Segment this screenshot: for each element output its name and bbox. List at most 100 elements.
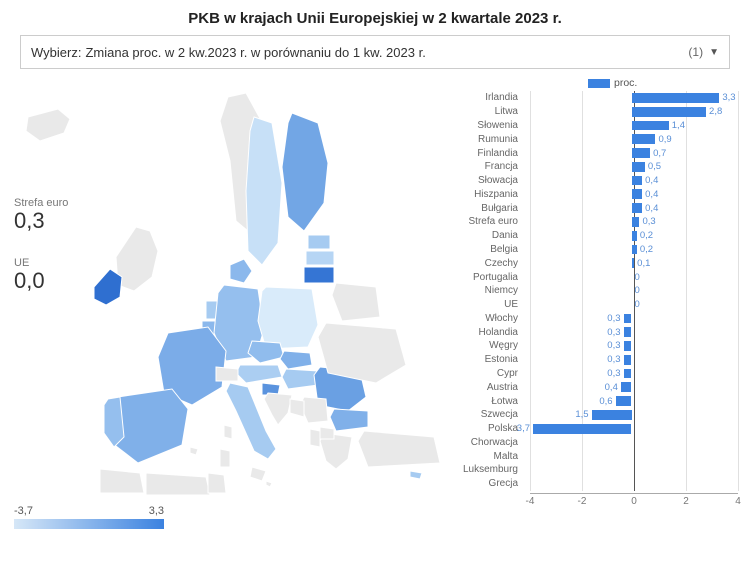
bar-value: 0,1	[637, 256, 650, 270]
bar-row[interactable]: Portugalia 0	[448, 270, 738, 284]
bar-value: 0	[635, 284, 640, 298]
bar-label: Niemcy	[448, 285, 524, 296]
bar-label: Słowenia	[448, 120, 524, 131]
bar-label: Bułgaria	[448, 203, 524, 214]
bar-label: Belgia	[448, 244, 524, 255]
bar-row[interactable]: Irlandia 3,3	[448, 91, 738, 105]
bar-label: Francja	[448, 161, 524, 172]
bar-row[interactable]: Szwecja 1,5	[448, 408, 738, 422]
bar-label: Portugalia	[448, 272, 524, 283]
bar-value: 0,4	[645, 174, 658, 188]
bar-row[interactable]: Łotwa 0,6	[448, 394, 738, 408]
map-panel: Strefa euro 0,3 UE 0,0	[8, 77, 448, 547]
bar-value: 0	[635, 270, 640, 284]
bar-value: 0,2	[640, 229, 653, 243]
bar-value: 0,6	[599, 394, 612, 408]
bar-row[interactable]: Austria 0,4	[448, 380, 738, 394]
bar-label: Grecja	[448, 478, 524, 489]
bar-label: Czechy	[448, 258, 524, 269]
selector-label: Wybierz:	[31, 45, 81, 60]
x-axis: -4-2024	[530, 493, 738, 509]
bar-value: 0,4	[605, 380, 618, 394]
bar-label: Hiszpania	[448, 189, 524, 200]
bar-value: 2,8	[709, 105, 722, 119]
bar-label: Holandia	[448, 327, 524, 338]
bar-value: 0,3	[607, 367, 620, 381]
bar-row[interactable]: Polska3,7	[448, 422, 738, 436]
bar-row[interactable]: Włochy 0,3	[448, 312, 738, 326]
bar-label: Chorwacja	[448, 437, 524, 448]
bar-row[interactable]: Bułgaria 0,4	[448, 201, 738, 215]
bar-label: Dania	[448, 230, 524, 241]
bar-value: 0,3	[607, 312, 620, 326]
bar-label: Irlandia	[448, 92, 524, 103]
bar-row[interactable]: Hiszpania 0,4	[448, 187, 738, 201]
bar-label: Rumunia	[448, 134, 524, 145]
bar-value: 0	[635, 298, 640, 312]
bar-row[interactable]: Węgry 0,3	[448, 339, 738, 353]
selector-count: (1)	[688, 45, 703, 59]
bar-label: Malta	[448, 451, 524, 462]
bar-value: 3,3	[722, 91, 735, 105]
bar-row[interactable]: Cypr 0,3	[448, 367, 738, 381]
bar-chart-panel: proc. Irlandia3,3Litwa2,8Słowenia1,4Rumu…	[448, 77, 738, 547]
bar-label: Litwa	[448, 106, 524, 117]
bar-value: 1,5	[575, 408, 588, 422]
bar-label: Węgry	[448, 340, 524, 351]
bar-label: Polska	[448, 423, 524, 434]
bar-row[interactable]: Dania 0,2	[448, 229, 738, 243]
kpi-eurozone-value: 0,3	[14, 209, 68, 233]
bar-row[interactable]: Finlandia0,7	[448, 146, 738, 160]
kpi-eurozone: Strefa euro 0,3	[14, 197, 68, 233]
bar-row[interactable]: Słowenia 1,4	[448, 119, 738, 133]
bar-label: Łotwa	[448, 396, 524, 407]
bar-row[interactable]: Luksemburg	[448, 463, 738, 477]
kpi-eu-value: 0,0	[14, 269, 45, 293]
bar-label: Słowacja	[448, 175, 524, 186]
bar-row[interactable]: Grecja	[448, 477, 738, 491]
bar-row[interactable]: Strefa euro 0,3	[448, 215, 738, 229]
bar-row[interactable]: Niemcy 0	[448, 284, 738, 298]
caret-down-icon: ▼	[709, 47, 719, 58]
bar-label: Włochy	[448, 313, 524, 324]
bar-value: 0,4	[645, 201, 658, 215]
bar-row[interactable]: Rumunia0,9	[448, 132, 738, 146]
bar-label: Austria	[448, 382, 524, 393]
bar-row[interactable]: Holandia 0,3	[448, 325, 738, 339]
chart-title: PKB w krajach Unii Europejskiej w 2 kwar…	[0, 0, 750, 35]
bar-row[interactable]: Francja 0,5	[448, 160, 738, 174]
bar-value: 0,3	[642, 215, 655, 229]
bar-row[interactable]: Słowacja 0,4	[448, 174, 738, 188]
bar-label: UE	[448, 299, 524, 310]
bar-legend: proc.	[448, 77, 738, 89]
bar-value: 0,3	[607, 325, 620, 339]
bar-value: 3,7	[517, 422, 530, 436]
scale-max: 3,3	[149, 505, 164, 517]
bar-label: Estonia	[448, 354, 524, 365]
bar-row[interactable]: UE 0	[448, 298, 738, 312]
bar-row[interactable]: Chorwacja	[448, 436, 738, 450]
scale-min: -3,7	[14, 505, 33, 517]
bar-row[interactable]: Belgia 0,2	[448, 243, 738, 257]
legend-label: proc.	[614, 77, 637, 89]
bar-label: Cypr	[448, 368, 524, 379]
selector-value: Zmiana proc. w 2 kw.2023 r. w porównaniu…	[85, 45, 688, 60]
bar-label: Szwecja	[448, 409, 524, 420]
bar-value: 0,7	[653, 146, 666, 160]
bar-value: 1,4	[672, 119, 685, 133]
bar-value: 0,3	[607, 353, 620, 367]
bar-chart[interactable]: Irlandia 3,3 Litwa 2,8 Słowenia 1,4Rumunia0,9…	[448, 91, 738, 511]
bar-value: 0,2	[640, 243, 653, 257]
bar-value: 0,4	[645, 187, 658, 201]
bar-row[interactable]: Estonia 0,3	[448, 353, 738, 367]
bar-label: Strefa euro	[448, 216, 524, 227]
metric-selector[interactable]: Wybierz: Zmiana proc. w 2 kw.2023 r. w p…	[20, 35, 730, 69]
bar-value: 0,5	[648, 160, 661, 174]
bar-value: 0,3	[607, 339, 620, 353]
bar-row[interactable]: Litwa 2,8	[448, 105, 738, 119]
color-scale-legend: -3,7 3,3	[14, 505, 164, 529]
bar-label: Luksemburg	[448, 464, 524, 475]
europe-map[interactable]	[8, 77, 448, 497]
bar-row[interactable]: Malta	[448, 449, 738, 463]
bar-row[interactable]: Czechy 0,1	[448, 256, 738, 270]
